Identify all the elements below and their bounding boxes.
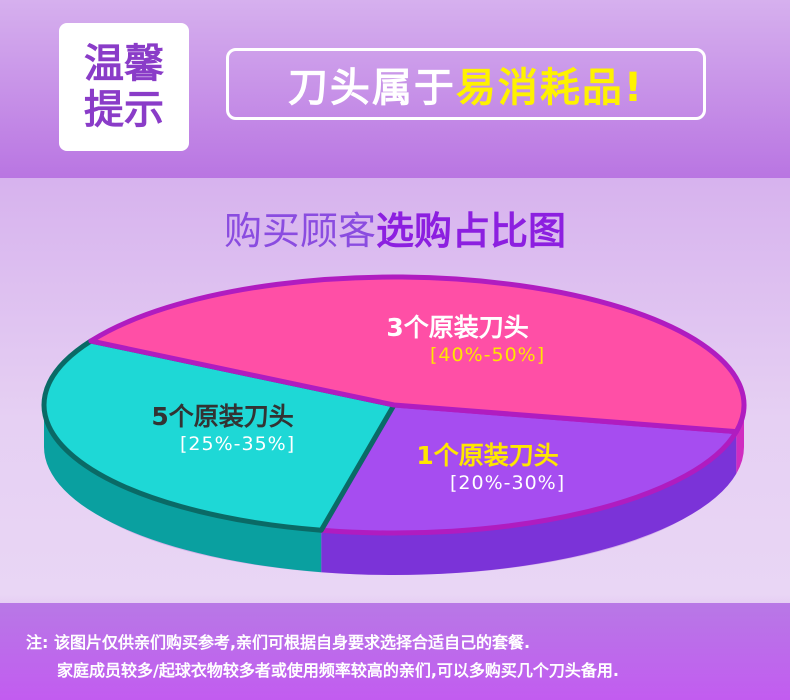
note-line2: 家庭成员较多/起球衣物较多者或使用频率较高的亲们,可以多购买几个刀头备用. — [57, 661, 620, 680]
headline-yellow: 易消耗品! — [455, 65, 645, 111]
title-part2: 选购占比图 — [376, 209, 567, 253]
slice-range: [40%-50%] — [430, 344, 546, 366]
tip-badge: 温馨 提示 — [59, 23, 189, 151]
headline-white: 刀头属于 — [287, 65, 456, 111]
note-line1: 注: 该图片仅供亲们购买参考,亲们可根据自身要求选择合适自己的套餐. — [26, 633, 531, 652]
footnote: 注: 该图片仅供亲们购买参考,亲们可根据自身要求选择合适自己的套餐. 家庭成员较… — [0, 603, 790, 700]
pie-slice-0 — [88, 274, 747, 435]
pie-slice-1 — [318, 402, 739, 536]
headline: 刀头属于 易消耗品! — [226, 48, 706, 120]
chart-title: 购买顾客选购占比图 — [0, 200, 790, 255]
badge-line2: 提示 — [84, 87, 164, 133]
slice-range: [25%-35%] — [180, 433, 296, 455]
slice-label-1: 1个原装刀头 [20%-30%] — [410, 436, 565, 494]
pie-side-1 — [321, 431, 737, 575]
slice-name: 5个原装刀头 — [151, 402, 294, 431]
slice-label-3: 3个原装刀头 [40%-50%] — [370, 308, 545, 366]
slice-range: [20%-30%] — [450, 472, 566, 494]
slice-name: 3个原装刀头 — [386, 313, 529, 342]
badge-line1: 温馨 — [84, 41, 164, 87]
title-part1: 购买顾客 — [223, 209, 376, 253]
slice-name: 1个原装刀头 — [416, 441, 559, 470]
pie-side-2 — [44, 405, 322, 573]
slice-label-5: 5个原装刀头 [25%-35%] — [150, 397, 295, 455]
